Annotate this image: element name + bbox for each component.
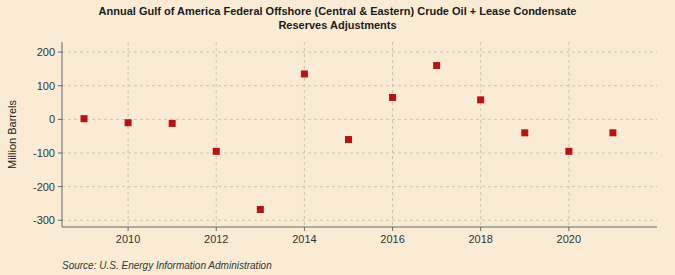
- x-axis-line: [62, 227, 657, 228]
- grid-line: [480, 42, 481, 227]
- y-tick-label: 100: [37, 80, 55, 92]
- grid-line: [62, 186, 657, 187]
- page: {"chart_data": {"type": "scatter", "titl…: [0, 0, 675, 275]
- point: [389, 94, 396, 101]
- grid-line: [216, 42, 217, 227]
- point: [257, 206, 264, 213]
- y-axis-line: [62, 42, 63, 227]
- x-tick-label: 2010: [116, 233, 140, 245]
- y-tick: [58, 186, 62, 187]
- y-tick-label: -100: [33, 147, 55, 159]
- point: [213, 148, 220, 155]
- x-tick-label: 2012: [204, 233, 228, 245]
- x-tick: [128, 227, 129, 231]
- y-tick-label: -200: [33, 181, 55, 193]
- point: [565, 148, 572, 155]
- points: [81, 62, 617, 213]
- grid-line: [62, 119, 657, 120]
- grid-line: [62, 85, 657, 86]
- y-tick: [58, 153, 62, 154]
- x-tick-label: 2014: [292, 233, 316, 245]
- point: [609, 129, 616, 136]
- x-tick-label: 2018: [468, 233, 492, 245]
- point: [169, 120, 176, 127]
- grid-line: [62, 220, 657, 221]
- source: Source: U.S. Energy Information Administ…: [62, 260, 272, 271]
- grid-line: [392, 42, 393, 227]
- grid-line: [128, 42, 129, 227]
- grid-line: [62, 52, 657, 53]
- x-tick: [216, 227, 217, 231]
- background: [0, 0, 675, 275]
- x-tick-label: 2020: [557, 233, 581, 245]
- point: [81, 115, 88, 122]
- y-tick: [58, 220, 62, 221]
- title-line: Annual Gulf of America Federal Offshore …: [99, 5, 577, 17]
- title-line: Reserves Adjustments: [278, 19, 396, 31]
- grid-line: [304, 42, 305, 227]
- y-tick-label: 200: [37, 46, 55, 58]
- point: [345, 136, 352, 143]
- point: [477, 96, 484, 103]
- x-tick-label: 2016: [380, 233, 404, 245]
- x-tick: [304, 227, 305, 231]
- y-axis-label: Million Barrels: [6, 99, 18, 169]
- title: Annual Gulf of America Federal Offshore …: [99, 5, 577, 31]
- chart: Annual Gulf of America Federal Offshore …: [0, 0, 675, 275]
- x-tick: [392, 227, 393, 231]
- y-tick-label: -300: [33, 214, 55, 226]
- x-tick: [480, 227, 481, 231]
- y-tick: [58, 52, 62, 53]
- point: [521, 129, 528, 136]
- y-tick-label: 0: [49, 113, 55, 125]
- grid-line: [568, 42, 569, 227]
- y-tick: [58, 119, 62, 120]
- y-tick: [58, 85, 62, 86]
- point: [301, 70, 308, 77]
- grid: [62, 42, 657, 227]
- point: [125, 119, 132, 126]
- x-tick: [568, 227, 569, 231]
- point: [433, 62, 440, 69]
